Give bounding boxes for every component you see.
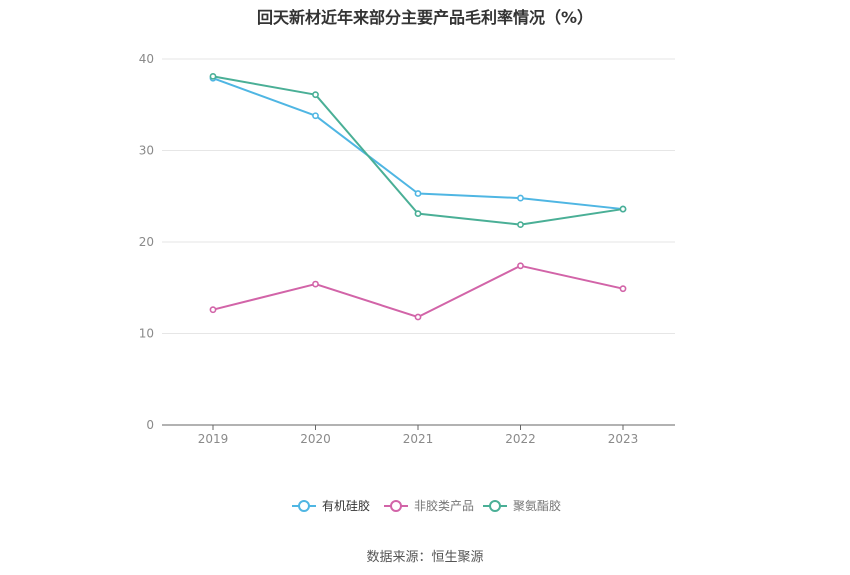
data-point[interactable] — [312, 112, 319, 120]
legend-label: 非胶类产品 — [414, 498, 474, 513]
data-point[interactable] — [414, 190, 422, 197]
grid-lines — [162, 58, 675, 334]
data-point[interactable] — [414, 313, 422, 321]
y-tick-label: 0 — [146, 418, 154, 432]
data-point[interactable] — [209, 306, 217, 314]
legend-swatch-marker — [390, 500, 402, 512]
legend-item-3[interactable]: 聚氨酯胶 — [483, 498, 561, 513]
data-point[interactable] — [517, 194, 524, 202]
legend-swatch-marker — [489, 500, 501, 512]
y-tick-label: 20 — [139, 235, 154, 249]
x-tick-label: 2020 — [300, 432, 331, 446]
data-point[interactable] — [312, 280, 319, 288]
legend-item-2[interactable]: 非胶类产品 — [384, 498, 474, 513]
series-line-2 — [212, 264, 624, 319]
data-point[interactable] — [209, 72, 217, 80]
source-note: 数据来源：恒生聚源 — [366, 550, 484, 565]
series-line-1 — [212, 77, 624, 211]
legend-item-1[interactable]: 有机硅胶 — [292, 498, 370, 513]
data-point[interactable] — [619, 285, 627, 293]
y-tick-label: 40 — [139, 52, 154, 66]
data-point[interactable] — [619, 205, 627, 213]
x-tick-label: 2022 — [505, 432, 536, 446]
legend-label: 有机硅胶 — [322, 498, 370, 513]
legend-label: 聚氨酯胶 — [513, 498, 561, 513]
y-tick-label: 10 — [139, 327, 154, 341]
legend-swatch-marker — [298, 500, 310, 512]
x-tick-label: 2019 — [198, 432, 229, 446]
series-layer — [209, 72, 627, 321]
data-point[interactable] — [414, 210, 422, 218]
data-point[interactable] — [517, 262, 524, 270]
y-tick-label: 30 — [139, 144, 154, 158]
x-tick-label: 2023 — [608, 432, 639, 446]
data-point[interactable] — [517, 221, 524, 229]
data-point[interactable] — [312, 91, 319, 99]
chart-title: 回天新材近年来部分主要产品毛利率情况（%） — [256, 8, 594, 27]
x-tick-label: 2021 — [403, 432, 434, 446]
axes: 0 10 20 30 40 2019 2020 2021 2022 2023 — [139, 52, 675, 446]
legend: 有机硅胶 非胶类产品 聚氨酯胶 — [292, 498, 561, 513]
